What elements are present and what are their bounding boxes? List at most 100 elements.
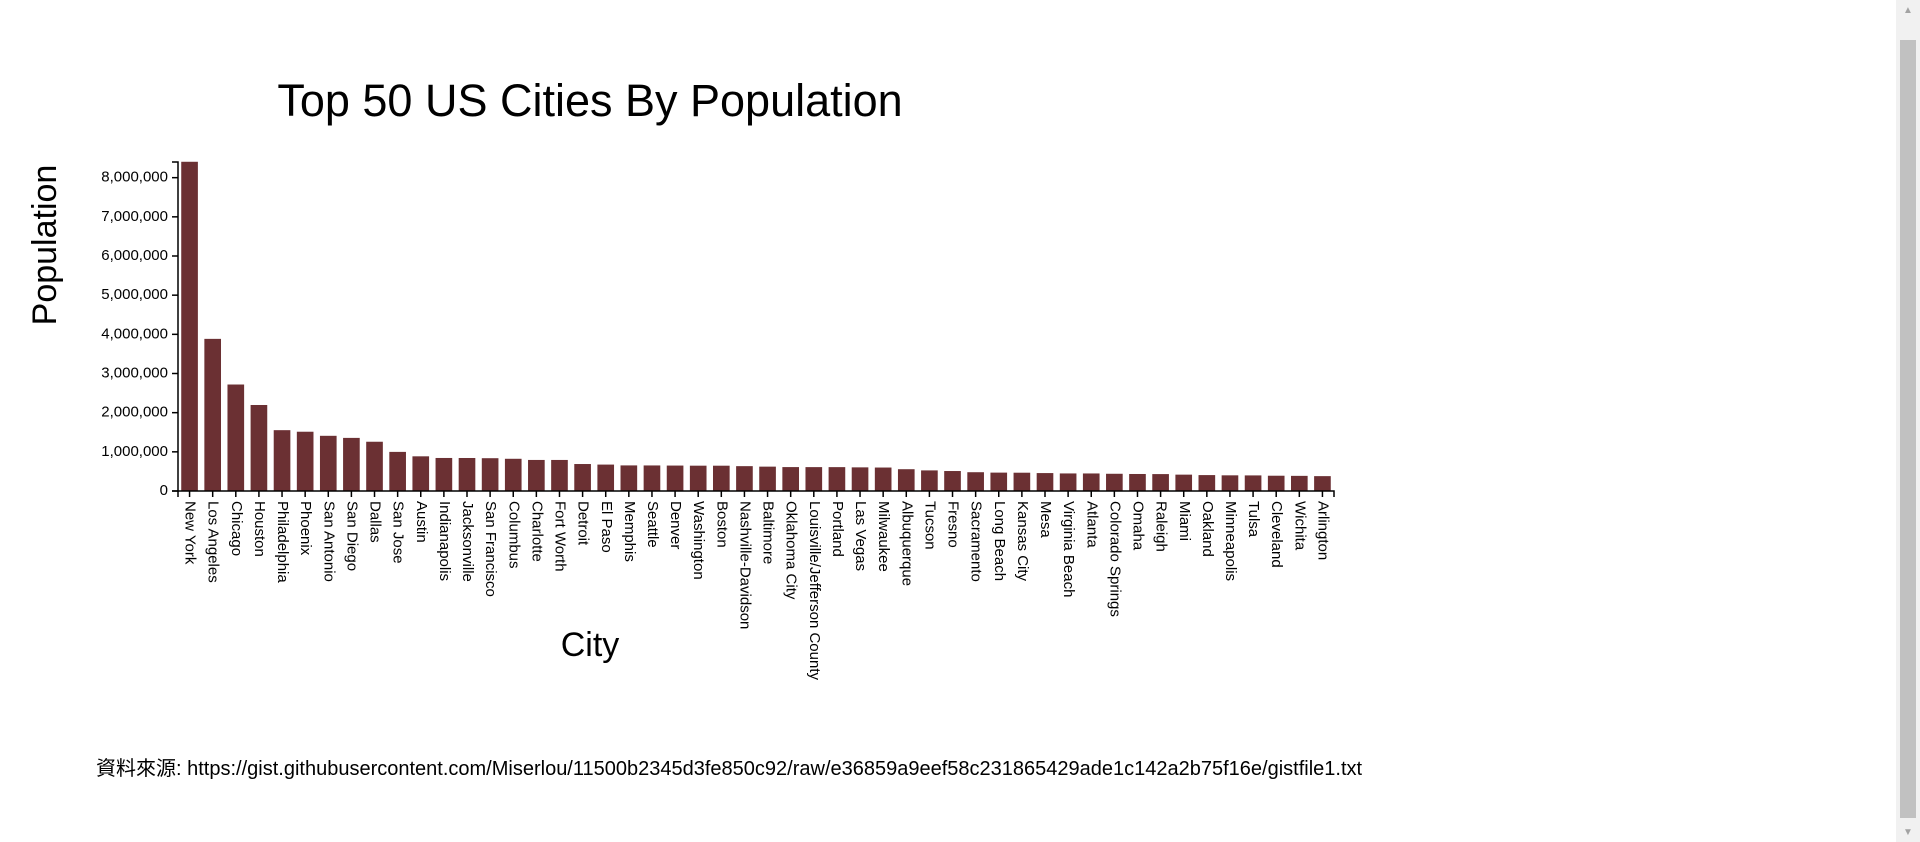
- x-tick-label: Boston: [713, 501, 730, 548]
- bar-omaha: [1129, 473, 1146, 491]
- x-tick-label: Austin: [413, 501, 430, 543]
- x-tick-label: Sacramento: [968, 501, 985, 582]
- chart-title: Top 50 US Cities By Population: [277, 75, 902, 126]
- bar-los-angeles: [204, 338, 222, 491]
- bar-washington: [689, 465, 707, 491]
- x-tick-label: Albuquerque: [898, 501, 915, 586]
- bars-group: [181, 161, 1331, 492]
- bar-phoenix: [296, 431, 314, 491]
- x-tick-label: Raleigh: [1153, 501, 1170, 552]
- bar-philadelphia: [273, 430, 291, 491]
- y-axis-line: [172, 161, 179, 492]
- bar-arlington: [1314, 476, 1331, 491]
- x-tick-label: Portland: [829, 501, 846, 557]
- x-tick-label: Fresno: [945, 501, 962, 548]
- bar-mesa: [1036, 473, 1054, 491]
- bar-chart: Top 50 US Cities By Population Populatio…: [26, 75, 1335, 680]
- x-tick-label: San Jose: [390, 501, 407, 564]
- y-tick-label: 7,000,000: [101, 208, 168, 225]
- bar-new-york: [181, 161, 198, 492]
- y-tick-label: 8,000,000: [101, 169, 168, 186]
- bar-austin: [412, 456, 430, 491]
- x-tick-label: Los Angeles: [205, 501, 222, 583]
- bar-dallas: [366, 441, 383, 491]
- x-tick-label: Wichita: [1291, 501, 1308, 551]
- x-tick-label: Arlington: [1314, 501, 1331, 560]
- x-tick-label: Philadelphia: [274, 501, 291, 583]
- x-tick-label: Milwaukee: [875, 501, 892, 572]
- x-tick-label: Washington: [690, 501, 707, 580]
- x-tick-label: Fort Worth: [552, 501, 569, 572]
- bar-long-beach: [990, 472, 1008, 491]
- y-tick-label: 2,000,000: [101, 404, 168, 421]
- x-tick-label: Tucson: [921, 501, 938, 550]
- x-tick-label: Kansas City: [1014, 501, 1031, 582]
- bar-charlotte: [528, 459, 545, 491]
- y-tick-label: 0: [160, 482, 168, 499]
- bar-seattle: [643, 465, 661, 491]
- x-tick-label: Tulsa: [1245, 501, 1262, 538]
- y-axis-label: Population: [26, 165, 64, 326]
- x-tick-label: Las Vegas: [852, 501, 869, 571]
- x-tick-label: Mesa: [1037, 501, 1054, 538]
- x-tick-label: Atlanta: [1083, 501, 1100, 548]
- bar-indianapolis: [435, 457, 453, 491]
- x-axis: New York Los Angeles Chicago Houston Philade…: [177, 490, 1335, 680]
- bar-columbus: [504, 458, 522, 491]
- bar-jacksonville: [458, 457, 476, 491]
- x-tick-label: Dallas: [367, 501, 384, 543]
- x-tick-label: New York: [182, 501, 199, 565]
- scroll-thumb[interactable]: [1900, 40, 1916, 818]
- x-tick-label: Virginia Beach: [1060, 501, 1077, 597]
- bar-oakland: [1198, 475, 1216, 491]
- scroll-up-arrow-icon[interactable]: ▲: [1903, 4, 1913, 16]
- x-tick-label: Detroit: [575, 501, 592, 546]
- bar-baltimore: [759, 466, 776, 491]
- bar-oklahoma-city: [782, 467, 800, 491]
- x-tick-label: Baltimore: [760, 501, 777, 564]
- x-tick-label: Jacksonville: [459, 501, 476, 582]
- x-tick-label: Denver: [667, 501, 684, 549]
- bar-colorado-springs: [1106, 473, 1123, 491]
- bar-wichita: [1290, 475, 1308, 491]
- vertical-scrollbar[interactable]: ▲ ▼: [1896, 0, 1920, 842]
- x-tick-label: Memphis: [621, 501, 638, 562]
- x-tick-label: Phoenix: [297, 501, 314, 556]
- bar-minneapolis: [1221, 475, 1239, 491]
- source-label: 資料來源:: [96, 758, 182, 780]
- scroll-down-arrow-icon[interactable]: ▼: [1903, 826, 1913, 838]
- data-source-line: 資料來源: https://gist.githubusercontent.com…: [96, 752, 1362, 781]
- bar-virginia-beach: [1059, 473, 1077, 491]
- bar-cleveland: [1267, 475, 1285, 491]
- x-tick-label: Charlotte: [528, 501, 545, 562]
- bar-detroit: [574, 464, 591, 491]
- y-axis: 0 1,000,000 2,000,000 3,000,000 4,000,000 5,0…: [101, 161, 179, 499]
- y-tick-label: 5,000,000: [101, 286, 168, 303]
- bar-las-vegas: [851, 467, 869, 491]
- bar-kansas-city: [1013, 472, 1031, 491]
- bar-el-paso: [597, 464, 615, 491]
- x-tick-label: Chicago: [228, 501, 245, 556]
- bar-sacramento: [967, 472, 984, 491]
- x-tick-label: Colorado Springs: [1106, 501, 1123, 617]
- bar-albuquerque: [897, 469, 915, 491]
- bar-memphis: [620, 465, 638, 491]
- bar-nashville-davidson: [736, 466, 753, 491]
- x-tick-label: Long Beach: [991, 501, 1008, 581]
- bar-boston: [712, 465, 730, 491]
- bar-tulsa: [1244, 475, 1262, 491]
- bar-san-diego: [343, 437, 360, 491]
- x-tick-label: Oklahoma City: [783, 501, 800, 600]
- x-tick-label: El Paso: [598, 501, 615, 553]
- y-tick-label: 4,000,000: [101, 325, 168, 342]
- bar-fort-worth: [551, 459, 568, 491]
- bar-san-francisco: [481, 458, 499, 491]
- bar-atlanta: [1082, 473, 1100, 491]
- x-tick-label: Seattle: [644, 501, 661, 548]
- x-tick-label: San Diego: [343, 501, 360, 571]
- bar-louisville-jefferson-county: [805, 467, 823, 491]
- x-tick-label: Cleveland: [1268, 501, 1285, 568]
- y-tick-label: 1,000,000: [101, 443, 168, 460]
- x-axis-label: City: [561, 626, 620, 664]
- bar-miami: [1175, 474, 1193, 491]
